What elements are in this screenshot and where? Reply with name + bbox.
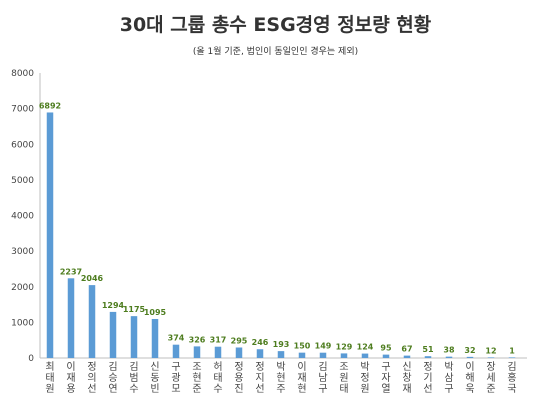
- value-label: 124: [357, 343, 374, 352]
- value-label: 1294: [102, 301, 125, 310]
- bar: [508, 357, 516, 358]
- value-label: 32: [464, 346, 475, 355]
- bar: [319, 352, 327, 358]
- y-tick-label: 2000: [11, 283, 34, 293]
- value-label: 317: [210, 336, 227, 345]
- value-label: 38: [443, 346, 455, 355]
- y-tick-label: 5000: [11, 176, 34, 186]
- bar: [424, 356, 432, 358]
- bar: [361, 353, 369, 358]
- value-label: 295: [231, 336, 248, 345]
- value-label: 193: [273, 340, 290, 349]
- value-label: 1175: [123, 305, 146, 314]
- value-label: 12: [485, 346, 496, 355]
- y-tick-label: 8000: [11, 69, 34, 79]
- value-label: 95: [380, 344, 392, 353]
- y-tick-label: 4000: [11, 212, 34, 222]
- bar: [277, 351, 285, 358]
- chart-subtitle: (올 1월 기준, 법인이 동일인인 경우는 제외): [192, 47, 359, 57]
- bar: [67, 278, 75, 358]
- y-tick-label: 6000: [11, 140, 34, 150]
- bar: [298, 352, 306, 358]
- bar: [382, 354, 390, 358]
- bar: [445, 356, 453, 358]
- value-label: 6892: [39, 101, 61, 110]
- bar: [403, 355, 411, 358]
- y-tick-label: 1000: [11, 318, 34, 328]
- value-label: 2237: [60, 267, 82, 276]
- value-label: 149: [315, 342, 332, 351]
- bar: [109, 311, 117, 358]
- bar: [256, 349, 264, 358]
- bar: [151, 318, 159, 358]
- bar: [214, 346, 222, 358]
- bar: [46, 112, 54, 358]
- value-label: 150: [294, 342, 311, 351]
- chart-title: 30대 그룹 총수 ESG경영 정보량 현황: [119, 14, 432, 36]
- y-tick-label: 0: [28, 354, 34, 364]
- value-label: 1095: [144, 308, 167, 317]
- value-label: 51: [422, 345, 434, 354]
- bar: [88, 285, 96, 358]
- value-label: 374: [168, 334, 185, 343]
- bar: [235, 347, 243, 358]
- bar: [193, 346, 201, 358]
- value-label: 2046: [81, 274, 104, 283]
- y-tick-label: 7000: [11, 105, 34, 115]
- bar: [340, 353, 348, 358]
- bar: [466, 356, 474, 358]
- bar: [172, 344, 180, 358]
- bar: [487, 357, 495, 358]
- y-tick-label: 3000: [11, 247, 34, 257]
- value-label: 129: [336, 342, 353, 351]
- value-label: 326: [189, 335, 206, 344]
- bar: [130, 316, 138, 358]
- value-label: 67: [401, 345, 412, 354]
- value-label: 246: [252, 338, 269, 347]
- value-label: 1: [509, 346, 515, 355]
